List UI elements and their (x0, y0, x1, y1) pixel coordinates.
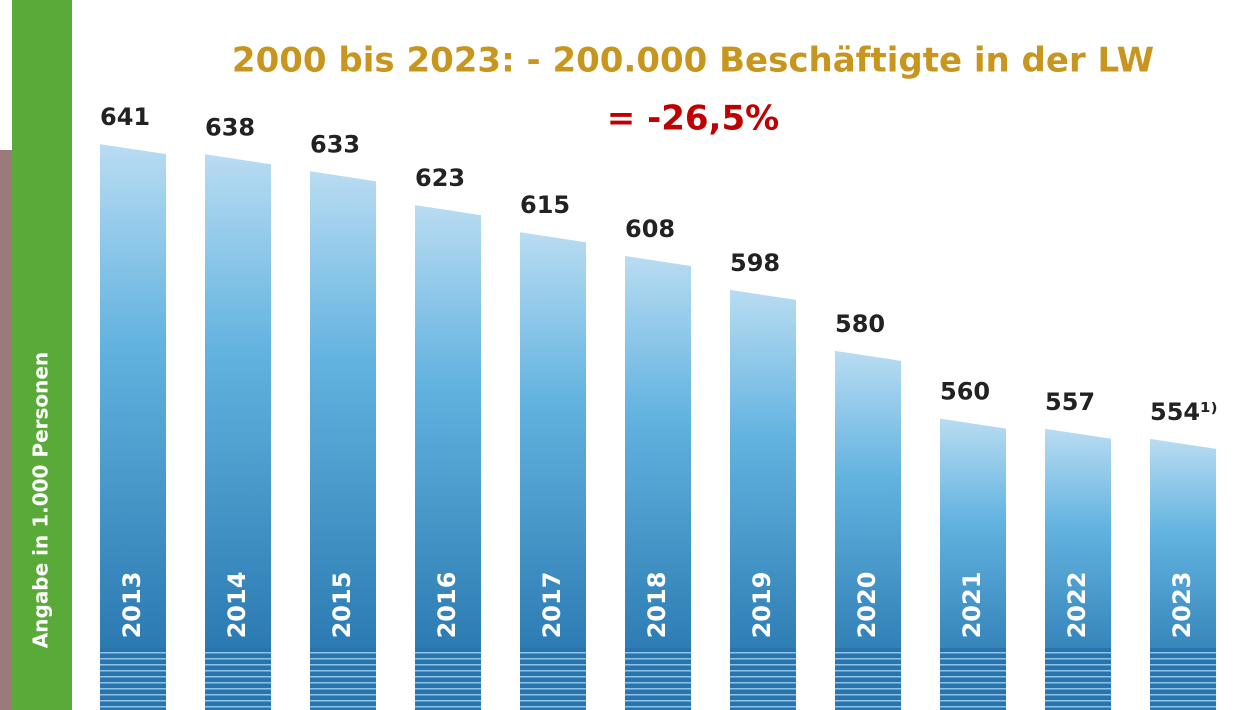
x-tick-label: 2014 (223, 572, 251, 639)
bar-stripes (730, 648, 796, 710)
bar-stripes (310, 648, 376, 710)
x-tick-label: 2020 (853, 572, 881, 639)
value-label: 554¹⁾ (1150, 398, 1218, 426)
chart: Angabe in 1.000 Personen 2000 bis 2023: … (0, 0, 1237, 710)
bar-stripes (205, 648, 271, 710)
value-label: 615 (520, 191, 570, 219)
value-label: 633 (310, 130, 360, 158)
chart-subtitle: = -26,5% (607, 99, 779, 139)
bar-stripes (520, 648, 586, 710)
value-label: 560 (940, 378, 990, 406)
value-label: 598 (730, 249, 780, 277)
photo-edge (0, 150, 12, 710)
x-tick-label: 2019 (748, 572, 776, 639)
bar (625, 256, 691, 710)
value-label: 580 (835, 310, 885, 338)
bar (730, 290, 796, 710)
x-tick-label: 2018 (643, 572, 671, 639)
x-tick-label: 2013 (118, 572, 146, 639)
x-tick-label: 2022 (1063, 572, 1091, 639)
bar-stripes (940, 648, 1006, 710)
x-tick-label: 2016 (433, 572, 461, 639)
bar-stripes (100, 648, 166, 710)
value-label: 557 (1045, 388, 1095, 416)
x-tick-label: 2021 (958, 572, 986, 639)
bar-stripes (1045, 648, 1111, 710)
x-tick-label: 2017 (538, 572, 566, 639)
value-label: 623 (415, 164, 465, 192)
value-label: 641 (100, 103, 150, 131)
bar-stripes (835, 648, 901, 710)
bar-stripes (625, 648, 691, 710)
value-label: 608 (625, 215, 675, 243)
x-tick-label: 2015 (328, 572, 356, 639)
chart-title: 2000 bis 2023: - 200.000 Beschäftigte in… (232, 41, 1154, 81)
y-axis-label: Angabe in 1.000 Personen (29, 352, 53, 648)
value-label: 638 (205, 113, 255, 141)
x-tick-label: 2023 (1168, 572, 1196, 639)
bar-stripes (415, 648, 481, 710)
bar-stripes (1150, 648, 1216, 710)
